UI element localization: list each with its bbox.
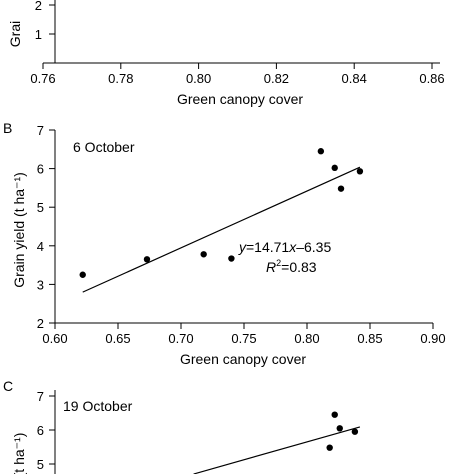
panel-b-point-0 bbox=[79, 271, 86, 278]
panel-b-y-tick-label-0: 2 bbox=[37, 316, 44, 331]
panel-a-x-tick-label-0: 0.76 bbox=[30, 71, 55, 86]
panel-b-date: 6 October bbox=[73, 139, 135, 155]
panel-c-letter: C bbox=[3, 378, 13, 394]
panel-a-y-tick-label-partial: 2 bbox=[35, 0, 42, 13]
panel-b-point-3 bbox=[228, 255, 235, 262]
panel-a-x-tick-label-5: 0.86 bbox=[419, 71, 444, 86]
panel-b-equation: y=14.71x–6.35 bbox=[238, 239, 331, 255]
panel-a-x-label: Green canopy cover bbox=[177, 91, 303, 107]
panel-c-point-3 bbox=[326, 444, 333, 451]
panel-c-point-0 bbox=[331, 411, 338, 418]
panel-b-y-tick-label-5: 7 bbox=[37, 123, 44, 138]
panel-b-point-4 bbox=[317, 148, 325, 155]
panel-b-y-tick-label-2: 4 bbox=[37, 239, 44, 254]
panel-b-x-tick-label-1: 0.65 bbox=[105, 331, 130, 346]
panel-b-point-5 bbox=[331, 164, 338, 172]
panel-b-y-tick-label-3: 5 bbox=[37, 200, 44, 215]
panel-a-x-tick-label-4: 0.84 bbox=[342, 71, 367, 86]
panel-b-x-tick-label-6: 0.90 bbox=[420, 331, 445, 346]
panel-b-point-6 bbox=[337, 185, 345, 192]
panel-b-letter: B bbox=[3, 120, 12, 136]
panel-b-y-tick-label-4: 6 bbox=[37, 162, 44, 177]
panel-c-point-2 bbox=[351, 428, 359, 435]
panel-b-point-1 bbox=[143, 256, 151, 263]
panel-b-fit-line bbox=[82, 166, 361, 293]
panel-a-x-tick-label-2: 0.80 bbox=[186, 71, 211, 86]
panel-a-y-label: Grai bbox=[7, 21, 23, 47]
panel-b-r-squared: R2=0.83 bbox=[266, 258, 317, 275]
panel-c-y-label: (t ha⁻¹) bbox=[11, 433, 27, 474]
panel-c: C 5 6 7 (t ha⁻¹) 19 October bbox=[3, 378, 361, 474]
panel-b-y-tick-label-1: 3 bbox=[37, 277, 44, 292]
panel-c-y-tick-label-0: 5 bbox=[37, 457, 44, 472]
panel-a: 1 2 Grai 0.76 0.78 0.80 0.82 0.84 0.86 Green … bbox=[7, 0, 445, 107]
panel-b-point-2 bbox=[200, 251, 207, 258]
panel-b-x-label: Green canopy cover bbox=[180, 351, 306, 367]
panel-a-y-tick-label: 1 bbox=[35, 27, 42, 42]
panel-b-x-tick-label-4: 0.80 bbox=[294, 331, 319, 346]
panel-c-fit-line bbox=[193, 426, 361, 474]
panel-c-y-tick-label-2: 7 bbox=[37, 389, 44, 404]
panel-a-x-tick-label-3: 0.82 bbox=[264, 71, 289, 86]
panel-b-y-label: Grain yield (t ha⁻¹) bbox=[11, 172, 27, 288]
panel-c-date: 19 October bbox=[63, 398, 133, 414]
panel-a-x-tick-label-1: 0.78 bbox=[108, 71, 133, 86]
panel-c-y-tick-label-1: 6 bbox=[37, 423, 44, 438]
panel-b-x-tick-label-2: 0.70 bbox=[168, 331, 193, 346]
panel-b: B 2 3 4 5 6 7 0.60 0.65 0.70 0.75 0.80 0.85 0.90 Gr… bbox=[3, 120, 446, 367]
panel-b-x-tick-label-5: 0.85 bbox=[357, 331, 382, 346]
panel-b-x-tick-label-3: 0.75 bbox=[231, 331, 256, 346]
panel-c-point-1 bbox=[336, 425, 343, 432]
panel-b-point-7 bbox=[356, 168, 364, 175]
panel-b-x-tick-label-0: 0.60 bbox=[42, 331, 67, 346]
